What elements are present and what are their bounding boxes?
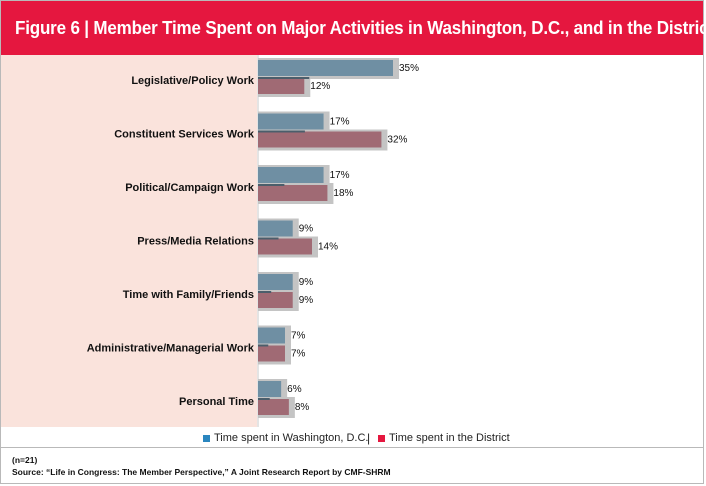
bar-press-media-relations-washington — [258, 220, 293, 237]
bar-time-with-family-friends-washington — [258, 274, 293, 290]
data-label-political-campaign-work-washington: 17% — [330, 170, 350, 181]
bar-constituent-services-work-washington — [258, 113, 324, 130]
chart-area: Legislative/Policy Work 35% 12% Constituent… — [1, 55, 703, 427]
figure-title: Figure 6 | Member Time Spent on Major Ac… — [15, 17, 706, 38]
legend-separator: | — [367, 431, 371, 445]
bar-personal-time-district — [258, 399, 289, 415]
legend-swatch-district — [378, 434, 385, 442]
bar-administrative-managerial-work-washington — [258, 327, 285, 344]
data-label-administrative-managerial-work-district: 7% — [291, 349, 306, 360]
bar-legislative-policy-work-washington — [258, 60, 393, 76]
category-label-press-media-relations: Press/Media Relations — [137, 236, 254, 248]
bar-political-campaign-work-district — [258, 185, 328, 201]
chart-legend: Time spent in Washington, D.C. | Time sp… — [0, 430, 706, 446]
figure-header: Figure 6 | Member Time Spent on Major Ac… — [1, 1, 706, 55]
legend-item-district: Time spent in the District — [378, 432, 510, 444]
legend-item-washington: Time spent in Washington, D.C. — [203, 432, 368, 444]
bar-time-with-family-friends-district — [258, 292, 293, 308]
data-label-legislative-policy-work-district: 12% — [310, 81, 330, 92]
bar-constituent-services-work-district — [258, 131, 382, 148]
category-label-time-with-family-friends: Time with Family/Friends — [123, 289, 254, 301]
bar-administrative-managerial-work-district — [258, 345, 285, 362]
bar-press-media-relations-district — [258, 238, 312, 255]
data-label-time-with-family-friends-district: 9% — [299, 295, 314, 306]
data-label-time-with-family-friends-washington: 9% — [299, 277, 314, 288]
data-label-press-media-relations-washington: 9% — [299, 224, 314, 235]
source-note: Source: “Life in Congress: The Member Pe… — [12, 467, 391, 477]
data-label-constituent-services-work-washington: 17% — [330, 117, 350, 128]
data-label-personal-time-washington: 6% — [287, 384, 302, 395]
bar-political-campaign-work-washington — [258, 167, 324, 183]
category-label-political-campaign-work: Political/Campaign Work — [125, 182, 255, 194]
legend-label-washington: Time spent in Washington, D.C. — [214, 432, 369, 444]
bar-legislative-policy-work-district — [258, 78, 305, 94]
bar-chart: Legislative/Policy Work 35% 12% Constituent… — [1, 55, 419, 427]
data-label-administrative-managerial-work-washington: 7% — [291, 331, 306, 342]
category-label-personal-time: Personal Time — [179, 396, 254, 408]
footer-divider — [1, 447, 703, 448]
data-label-legislative-policy-work-washington: 35% — [399, 63, 419, 74]
legend-label-district: Time spent in the District — [389, 432, 510, 444]
category-label-constituent-services-work: Constituent Services Work — [114, 129, 255, 141]
data-label-personal-time-district: 8% — [295, 402, 310, 413]
category-panel — [1, 55, 257, 427]
sample-size-note: (n=21) — [12, 455, 38, 465]
data-label-political-campaign-work-district: 18% — [333, 188, 353, 199]
data-label-press-media-relations-district: 14% — [318, 242, 338, 253]
category-label-administrative-managerial-work: Administrative/Managerial Work — [87, 343, 255, 355]
data-label-constituent-services-work-district: 32% — [387, 135, 407, 146]
bar-personal-time-washington — [258, 381, 282, 397]
category-label-legislative-policy-work: Legislative/Policy Work — [131, 75, 255, 87]
legend-swatch-washington — [203, 434, 210, 442]
figure-footer: (n=21) Source: “Life in Congress: The Me… — [12, 454, 391, 478]
